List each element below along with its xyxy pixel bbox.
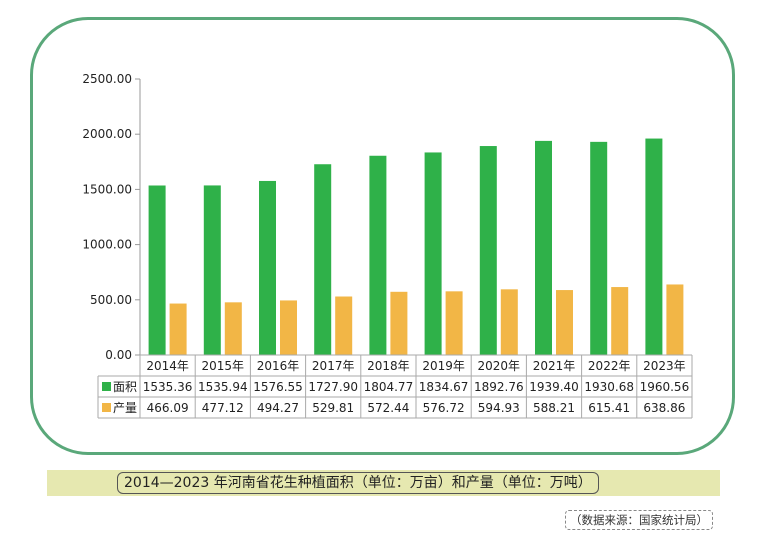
table-value: 1535.36 <box>143 380 193 394</box>
y-tick-label: 1500.00 <box>82 182 132 196</box>
table-value: 1727.90 <box>308 380 358 394</box>
legend-swatch <box>102 403 111 412</box>
x-tick-label: 2016年 <box>257 359 300 373</box>
legend-label: 产量 <box>113 401 137 415</box>
y-tick-label: 0.00 <box>105 348 132 362</box>
bar-area <box>203 185 221 355</box>
x-tick-label: 2017年 <box>312 359 355 373</box>
bar-area <box>645 138 663 355</box>
table-value: 529.81 <box>312 401 354 415</box>
bar-area <box>424 152 442 355</box>
table-value: 1892.76 <box>474 380 524 394</box>
table-value: 1960.56 <box>640 380 690 394</box>
bar-area <box>148 185 166 355</box>
table-value: 638.86 <box>643 401 685 415</box>
bar-output <box>280 300 297 355</box>
y-tick-label: 500.00 <box>90 293 132 307</box>
bar-area <box>479 146 497 355</box>
table-value: 615.41 <box>588 401 630 415</box>
bar-area <box>535 140 552 355</box>
bar-output <box>390 291 408 355</box>
y-tick-label: 2000.00 <box>82 127 132 141</box>
table-value: 576.72 <box>423 401 465 415</box>
table-value: 594.93 <box>478 401 520 415</box>
table-value: 588.21 <box>533 401 575 415</box>
bar-output <box>556 290 573 355</box>
x-tick-label: 2018年 <box>367 359 410 373</box>
y-tick-label: 1000.00 <box>82 238 132 252</box>
table-value: 572.44 <box>367 401 409 415</box>
table-value: 1930.68 <box>584 380 634 394</box>
x-tick-label: 2020年 <box>478 359 521 373</box>
bar-area <box>590 141 608 355</box>
bar-area <box>314 164 332 355</box>
bar-output <box>169 303 187 355</box>
table-value: 494.27 <box>257 401 299 415</box>
data-source: （数据来源：国家统计局） <box>565 510 713 530</box>
chart-caption: 2014—2023 年河南省花生种植面积（单位：万亩）和产量（单位：万吨） <box>117 472 599 494</box>
x-tick-label: 2021年 <box>533 359 576 373</box>
bar-chart: 0.00 500.00 1000.00 1500.00 2000.00 2500.00 20… <box>82 72 693 419</box>
bar-output <box>611 287 629 355</box>
table-value: 466.09 <box>147 401 189 415</box>
x-tick-label: 2022年 <box>588 359 631 373</box>
bar-area <box>259 180 276 355</box>
x-tick-label: 2023年 <box>643 359 686 373</box>
y-tick-label: 2500.00 <box>82 72 132 86</box>
x-tick-label: 2015年 <box>202 359 245 373</box>
table-value: 1535.94 <box>198 380 248 394</box>
table-value: 1804.77 <box>364 380 414 394</box>
bar-output <box>335 296 353 355</box>
bar-output <box>224 302 242 355</box>
x-tick-label: 2014年 <box>146 359 189 373</box>
table-value: 1834.67 <box>419 380 469 394</box>
caption-bar: 2014—2023 年河南省花生种植面积（单位：万亩）和产量（单位：万吨） <box>47 470 720 496</box>
table-value: 477.12 <box>202 401 244 415</box>
bar-area <box>369 155 387 355</box>
legend-label: 面积 <box>113 380 137 394</box>
table-value: 1939.40 <box>529 380 579 394</box>
bar-output <box>666 284 684 355</box>
bar-output <box>445 291 463 355</box>
table-value: 1576.55 <box>253 380 303 394</box>
x-tick-label: 2019年 <box>422 359 465 373</box>
legend-swatch <box>102 382 111 391</box>
bar-output <box>500 289 518 355</box>
